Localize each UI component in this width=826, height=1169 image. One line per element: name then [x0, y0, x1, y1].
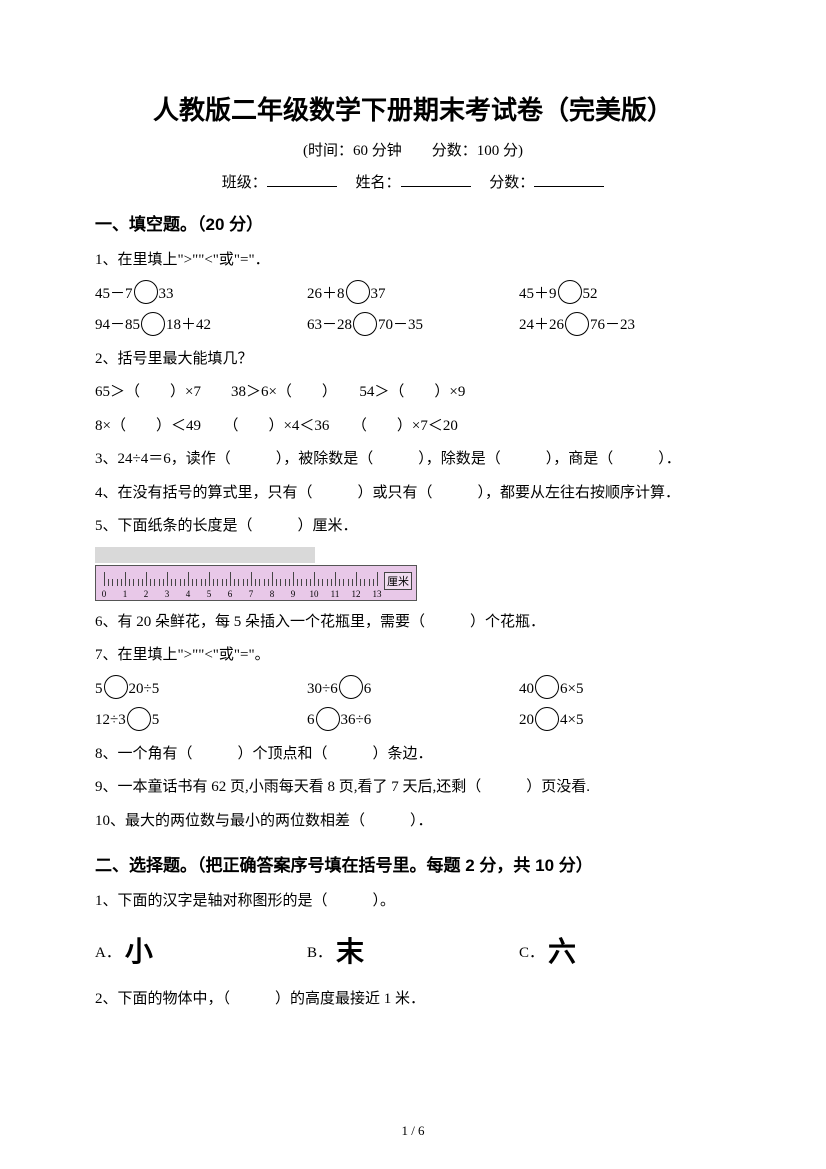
q1-r1f: 52 — [583, 286, 598, 302]
q6: 6、有 20 朵鲜花，每 5 朵插入一个花瓶里，需要（ ）个花瓶． — [95, 607, 731, 639]
q7-r1d: 6 — [364, 681, 372, 697]
q7-r1f: 6×5 — [560, 681, 583, 697]
q1-r1c: 26＋8 — [307, 286, 345, 302]
q7-r1e: 40 — [519, 681, 534, 697]
choice-b-label: B． — [307, 944, 332, 960]
q7-r1b: 20÷5 — [129, 681, 160, 697]
q1-r1e: 45＋9 — [519, 286, 557, 302]
q7-r2a: 12÷3 — [95, 712, 126, 728]
q7-stem: 7、在里填上">""<"或"="。 — [95, 640, 731, 672]
section-2-heading: 二、选择题。（把正确答案序号填在括号里。每题 2 分，共 10 分） — [95, 851, 731, 876]
choice-a-char: 小 — [125, 924, 153, 983]
q7-r1c: 30÷6 — [307, 681, 338, 697]
answer-circle[interactable] — [127, 707, 151, 731]
answer-circle[interactable] — [535, 675, 559, 699]
answer-circle[interactable] — [141, 312, 165, 336]
q1-r2f: 76－23 — [590, 317, 635, 333]
q2-l1: 65＞（ ）×7 38＞6×（ ） 54＞（ ）×9 — [95, 377, 731, 409]
blank-class[interactable] — [267, 170, 337, 187]
ruler-icon: 厘米 012345678910111213 — [95, 565, 417, 601]
q1-r1d: 37 — [371, 286, 386, 302]
blank-score[interactable] — [534, 170, 604, 187]
label-class: 班级： — [222, 175, 267, 191]
page-title: 人教版二年级数学下册期末考试卷（完美版） — [95, 90, 731, 127]
q1-r2e: 24＋26 — [519, 317, 564, 333]
choice-c[interactable]: C．六 — [519, 924, 731, 983]
label-score: 分数： — [489, 175, 534, 191]
answer-circle[interactable] — [346, 280, 370, 304]
q9: 9、一本童话书有 62 页,小雨每天看 8 页,看了 7 天后,还剩（ ）页没看… — [95, 772, 731, 804]
q1-row2: 94－85 18＋42 63－28 70－35 24＋26 76－23 — [95, 310, 731, 342]
answer-circle[interactable] — [565, 312, 589, 336]
student-info: 班级： 姓名： 分数： — [95, 170, 731, 192]
blank-name[interactable] — [401, 170, 471, 187]
ruler-figure: 厘米 012345678910111213 — [95, 547, 731, 601]
q4: 4、在没有括号的算式里，只有（ ）或只有（ ），都要从左往右按顺序计算． — [95, 478, 731, 510]
choice-c-label: C． — [519, 944, 544, 960]
answer-circle[interactable] — [104, 675, 128, 699]
q10: 10、最大的两位数与最小的两位数相差（ ）． — [95, 806, 731, 838]
q1-r2a: 94－85 — [95, 317, 140, 333]
q1-r1b: 33 — [159, 286, 174, 302]
choice-b[interactable]: B．末 — [307, 924, 519, 983]
q8: 8、一个角有（ ）个顶点和（ ）条边． — [95, 739, 731, 771]
q1-r2b: 18＋42 — [166, 317, 211, 333]
q1-stem: 1、在里填上">""<"或"="． — [95, 245, 731, 277]
exam-meta: (时间：60 分钟 分数：100 分) — [95, 139, 731, 160]
section-1-heading: 一、填空题。（20 分） — [95, 210, 731, 235]
s2-q1-choices: A．小 B．末 C．六 — [95, 924, 731, 983]
q7-r2e: 20 — [519, 712, 534, 728]
q7-r1a: 5 — [95, 681, 103, 697]
q7-r2d: 36÷6 — [341, 712, 372, 728]
answer-circle[interactable] — [316, 707, 340, 731]
q7-r2c: 6 — [307, 712, 315, 728]
s2-q1-stem: 1、下面的汉字是轴对称图形的是（ ）。 — [95, 886, 731, 918]
s2-q2: 2、下面的物体中，（ ）的高度最接近 1 米． — [95, 984, 731, 1016]
q7-r2b: 5 — [152, 712, 160, 728]
ruler-unit: 厘米 — [384, 572, 412, 590]
q1-r2d: 70－35 — [378, 317, 423, 333]
q7-row1: 5 20÷5 30÷6 6 40 6×5 — [95, 674, 731, 706]
answer-circle[interactable] — [353, 312, 377, 336]
exam-page: 人教版二年级数学下册期末考试卷（完美版） (时间：60 分钟 分数：100 分)… — [0, 0, 826, 1169]
choice-a[interactable]: A．小 — [95, 924, 307, 983]
q2-l2: 8×（ ）＜49 （ ）×4＜36 （ ）×7＜20 — [95, 411, 731, 443]
answer-circle[interactable] — [535, 707, 559, 731]
answer-circle[interactable] — [134, 280, 158, 304]
choice-a-label: A． — [95, 944, 121, 960]
page-number: 1 / 6 — [0, 1123, 826, 1139]
q7-row2: 12÷3 5 6 36÷6 20 4×5 — [95, 705, 731, 737]
q7-r2f: 4×5 — [560, 712, 583, 728]
choice-c-char: 六 — [548, 924, 576, 983]
q1-r2c: 63－28 — [307, 317, 352, 333]
choice-b-char: 末 — [336, 924, 364, 983]
q1-r1a: 45－7 — [95, 286, 133, 302]
q2-stem: 2、括号里最大能填几？ — [95, 344, 731, 376]
answer-circle[interactable] — [558, 280, 582, 304]
answer-circle[interactable] — [339, 675, 363, 699]
q5: 5、下面纸条的长度是（ ）厘米． — [95, 511, 731, 543]
q3: 3、24÷4＝6，读作（ ），被除数是（ ），除数是（ ），商是（ ）． — [95, 444, 731, 476]
q1-row1: 45－7 33 26＋8 37 45＋9 52 — [95, 279, 731, 311]
label-name: 姓名： — [355, 175, 400, 191]
paper-strip — [95, 547, 315, 563]
